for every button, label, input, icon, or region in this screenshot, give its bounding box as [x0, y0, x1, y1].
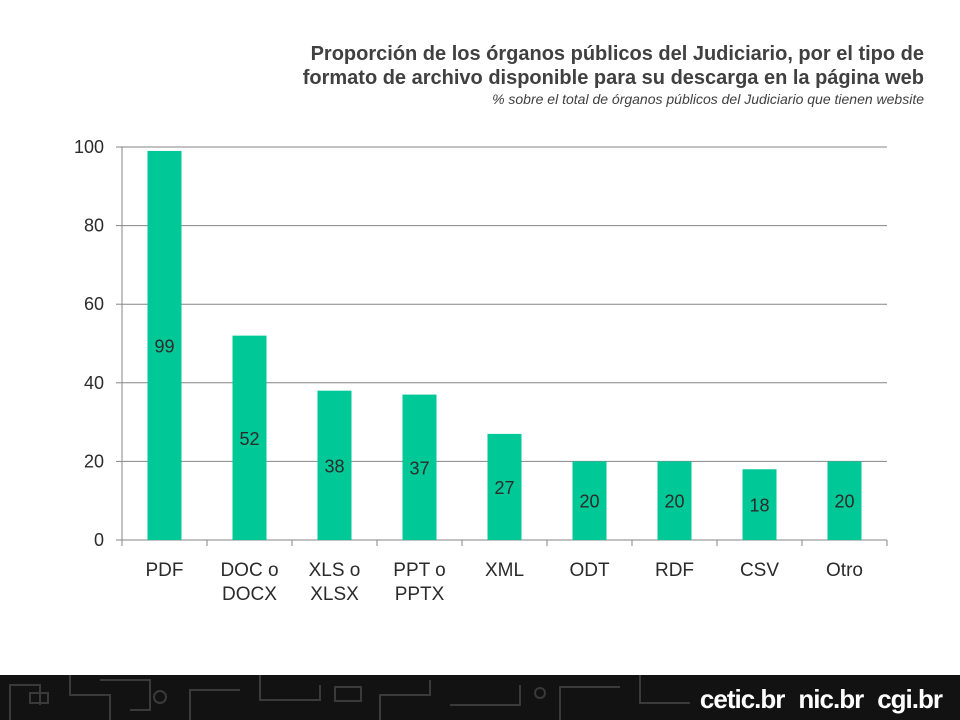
x-category-label: CSV: [740, 560, 779, 581]
bar: [572, 461, 607, 540]
x-category-label: Otro: [826, 560, 863, 581]
y-tick-label: 20: [84, 451, 104, 471]
bar-value-label: 27: [494, 478, 514, 498]
chart-title-line-1: Proporción de los órganos públicos del J…: [310, 43, 924, 65]
cetic-logo: cetic.br: [699, 683, 785, 714]
y-tick-label: 60: [84, 294, 104, 314]
cgi-logo: cgi.br: [877, 683, 943, 714]
chart-title-block: Proporción de los órganos públicos del J…: [64, 42, 924, 108]
x-category-label: DOC o DOCX: [220, 560, 278, 605]
bar-value-label: 18: [749, 496, 769, 516]
bar-value-label: 20: [664, 492, 684, 512]
bar-value-label: 20: [579, 492, 599, 512]
bar: [317, 390, 352, 540]
bar: [147, 150, 182, 540]
y-tick-label: 40: [84, 373, 104, 393]
y-tick-label: 0: [94, 530, 104, 550]
y-tick-label: 80: [84, 216, 104, 236]
bar-value-label: 52: [239, 429, 259, 449]
bar: [657, 461, 692, 540]
bar-value-label: 20: [834, 492, 854, 512]
bar: [487, 433, 522, 540]
bar-value-label: 38: [324, 456, 344, 476]
x-category-label: PPT o PPTX: [393, 560, 445, 605]
bar-value-label: 99: [154, 336, 174, 356]
x-category-label: ODT: [569, 560, 610, 581]
logo-group: cetic.br nic.br cgi.br: [699, 679, 943, 719]
bar: [827, 461, 862, 540]
bar: [402, 394, 437, 540]
y-tick-label: 100: [74, 137, 104, 157]
bar: [232, 335, 267, 540]
bar-chart: 0 20 40 60 80 100 99 PDF 52 DOC o DOCX 38 XLS o XLSX 3…: [74, 137, 888, 605]
x-category-label: XML: [485, 560, 524, 581]
chart-subtitle: % sobre el total de órganos públicos del…: [492, 91, 924, 107]
nic-logo: nic.br: [798, 683, 864, 714]
chart-title-line-2: formato de archivo disponible para su de…: [302, 67, 924, 89]
footer-bar: cetic.br nic.br cgi.br: [0, 675, 960, 720]
bar: [742, 469, 777, 540]
bar-value-label: 37: [409, 458, 429, 478]
x-category-label: XLS o XLSX: [309, 560, 361, 605]
x-category-label: PDF: [146, 560, 184, 581]
circuit-pattern-decoration: [9, 675, 690, 720]
x-category-label: RDF: [655, 560, 694, 581]
